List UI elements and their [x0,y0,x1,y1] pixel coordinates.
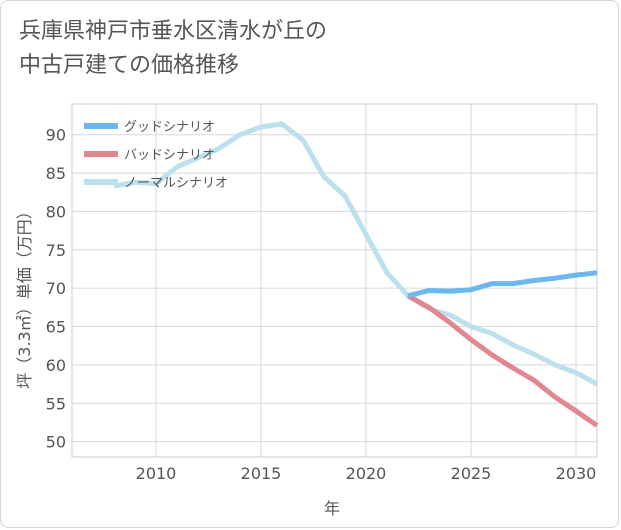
series-lines [113,121,599,428]
y-tick-label: 90 [46,126,66,145]
y-axis-label: 坪（3.3㎡）単価（万円） [15,203,34,388]
series-line-2 [113,121,599,387]
chart-title: 兵庫県神戸市垂水区清水が丘の 中古戸建ての価格推移 [19,15,327,83]
x-tick-label: 2025 [451,464,492,483]
x-tick-label: 2010 [136,464,177,483]
y-tick-label: 65 [46,318,66,337]
x-tick-labels: 2010 2015 2020 2025 2030 [136,464,597,483]
series-line-1 [406,293,599,428]
y-tick-label: 50 [46,433,66,452]
legend-label-0: グッドシナリオ [124,120,215,135]
y-tick-label: 70 [46,279,66,298]
x-axis-label: 年 [324,499,340,518]
grid-lines [72,104,597,457]
legend-label-2: ノーマルシナリオ [124,176,228,191]
x-tick-label: 2020 [346,464,387,483]
x-tick-label: 2030 [556,464,597,483]
y-tick-label: 80 [46,202,66,221]
y-tick-label: 85 [46,164,66,183]
y-tick-label: 55 [46,394,66,413]
x-tick-label: 2015 [241,464,282,483]
y-tick-label: 60 [46,356,66,375]
y-tick-label: 75 [46,241,66,260]
plot-area [71,103,598,458]
legend-label-1: バッドシナリオ [124,148,215,163]
chart-title-line1: 兵庫県神戸市垂水区清水が丘の [19,19,328,44]
series-line-0 [407,270,598,299]
y-tick-labels: 50 55 60 65 70 75 80 85 90 [46,126,66,452]
chart-title-line2: 中古戸建ての価格推移 [19,53,240,78]
